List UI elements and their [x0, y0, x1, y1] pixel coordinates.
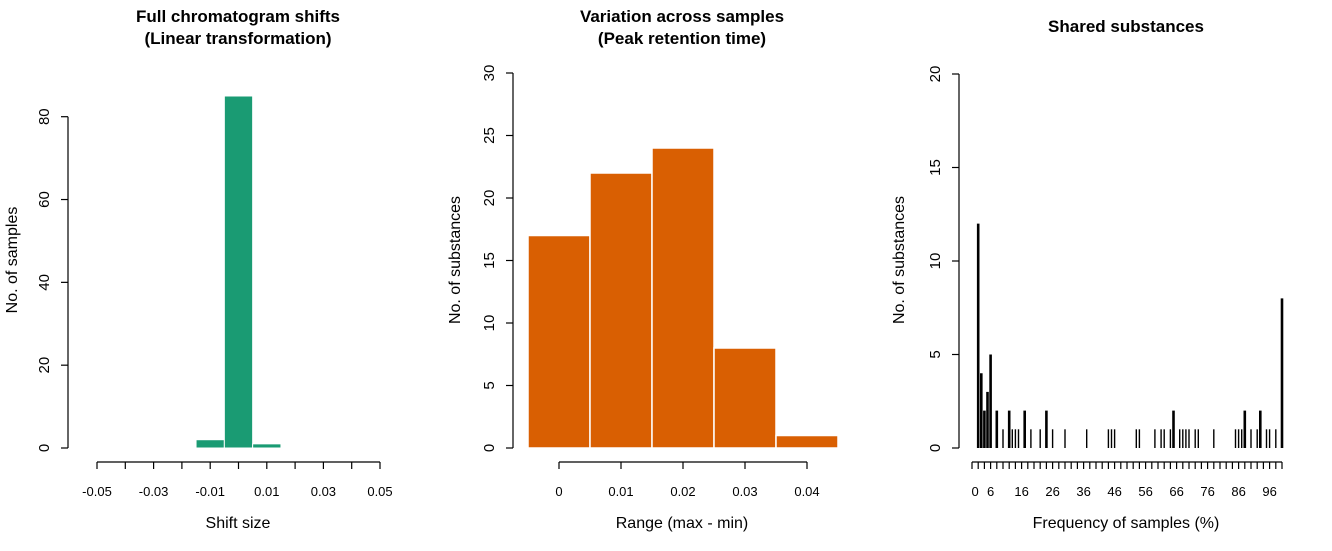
- y-tick-label: 20: [927, 66, 944, 83]
- panel-2-x-axis: 0 0.01 0.02 0.03 0.04: [555, 461, 820, 499]
- panel-1-y-axis: 0 20 40 60 80: [36, 108, 69, 452]
- y-tick-label: 5: [927, 350, 944, 358]
- y-tick-label: 20: [481, 190, 498, 207]
- x-tick-label: 0: [555, 484, 562, 499]
- x-tick-label: 96: [1262, 484, 1276, 499]
- y-tick-label: 0: [36, 444, 53, 452]
- panel-1-y-axis-label: No. of samples: [4, 207, 21, 314]
- y-tick-label: 20: [36, 357, 53, 374]
- y-tick-label: 0: [481, 444, 498, 452]
- x-tick-label: 0.01: [608, 484, 633, 499]
- panel-2-bars: [527, 147, 839, 449]
- panel-1-x-axis: -0.05 -0.03 -0.01 0.01 0.03 0.05: [82, 461, 393, 499]
- panel-2-x-axis-label: Range (max - min): [616, 515, 748, 532]
- panel-1-title-line2: (Linear transformation): [144, 29, 331, 48]
- y-tick-label: 10: [927, 253, 944, 270]
- y-tick-label: 0: [927, 444, 944, 452]
- x-tick-label: 0.05: [367, 484, 392, 499]
- x-tick-label: 6: [987, 484, 994, 499]
- panel-3-x-axis: 0 6 16 26 36 46 56 66 76 86 96: [971, 461, 1283, 499]
- x-tick-label: 46: [1107, 484, 1121, 499]
- y-tick-label: 60: [36, 191, 53, 208]
- panel-3-title: Shared substances: [1048, 17, 1204, 36]
- panel-shared-substances: Shared substances Frequency of samples (…: [891, 17, 1284, 532]
- y-tick-label: 40: [36, 274, 53, 291]
- y-tick-label: 25: [481, 127, 498, 144]
- y-tick-label: 10: [481, 315, 498, 332]
- x-tick-label: 26: [1045, 484, 1059, 499]
- panel-3-x-axis-label: Frequency of samples (%): [1033, 515, 1220, 532]
- panel-2-y-axis-label: No. of substances: [447, 196, 464, 324]
- x-tick-label: 66: [1169, 484, 1183, 499]
- x-tick-label: 0: [971, 484, 978, 499]
- panel-1-title-line1: Full chromatogram shifts: [136, 7, 340, 26]
- panel-3-bars: [976, 223, 1284, 448]
- x-tick-label: 76: [1200, 484, 1214, 499]
- panel-1-bars: [195, 95, 282, 449]
- panel-2-title-line2: (Peak retention time): [598, 29, 766, 48]
- panel-2-y-axis: 0 5 10 15 20 25 30: [481, 65, 514, 452]
- x-tick-label: 86: [1231, 484, 1245, 499]
- histogram-bar: [223, 95, 254, 449]
- panel-range-histogram: Variation across samples (Peak retention…: [447, 7, 839, 532]
- panel-3-y-axis-label: No. of substances: [891, 196, 908, 324]
- y-tick-label: 15: [481, 252, 498, 269]
- x-tick-label: 0.02: [670, 484, 695, 499]
- histogram-bar: [651, 147, 715, 449]
- y-tick-label: 80: [36, 108, 53, 125]
- x-tick-label: -0.01: [195, 484, 225, 499]
- y-tick-label: 15: [927, 159, 944, 176]
- x-tick-label: 0.03: [732, 484, 757, 499]
- panel-shift-size-histogram: Full chromatogram shifts (Linear transfo…: [4, 7, 393, 532]
- histogram-bar: [527, 234, 591, 449]
- y-tick-label: 5: [481, 381, 498, 389]
- x-tick-label: 0.04: [794, 484, 819, 499]
- panel-3-y-axis: 0 5 10 15 20: [927, 66, 960, 452]
- x-tick-label: -0.05: [82, 484, 112, 499]
- x-tick-label: 56: [1138, 484, 1152, 499]
- histogram-bar: [775, 434, 839, 449]
- panel-1-x-axis-label: Shift size: [206, 515, 271, 532]
- y-tick-label: 30: [481, 65, 498, 82]
- histogram-bar: [252, 443, 282, 449]
- histogram-bar: [589, 172, 653, 449]
- x-tick-label: 36: [1076, 484, 1090, 499]
- x-tick-label: 16: [1014, 484, 1028, 499]
- histogram-bar: [195, 439, 225, 449]
- x-tick-label: -0.03: [139, 484, 169, 499]
- panel-2-title-line1: Variation across samples: [580, 7, 784, 26]
- x-tick-label: 0.03: [311, 484, 336, 499]
- x-tick-label: 0.01: [254, 484, 279, 499]
- histogram-bar: [713, 347, 777, 449]
